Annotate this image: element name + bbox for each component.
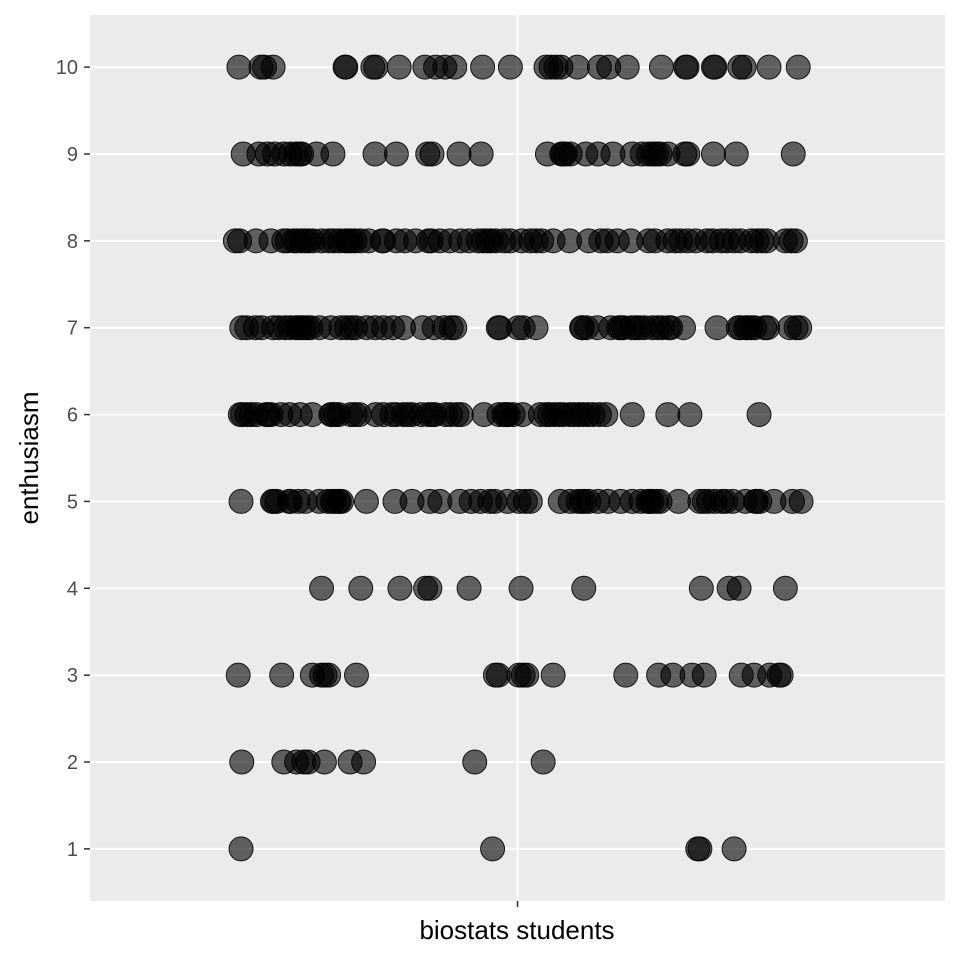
data-point [700, 141, 726, 167]
data-point [470, 54, 496, 80]
data-point [613, 662, 639, 688]
data-point [353, 488, 379, 514]
y-tick-label-8: 8 [67, 231, 78, 253]
data-point [721, 836, 747, 862]
y-axis-ticks: 1 2 3 4 5 6 7 8 9 10 [56, 57, 519, 907]
data-point [772, 575, 798, 601]
y-tick-label-2: 2 [67, 752, 78, 774]
data-point [383, 141, 409, 167]
data-point [228, 836, 254, 862]
data-point [780, 141, 806, 167]
data-point [446, 141, 472, 167]
y-tick-label-1: 1 [67, 839, 78, 861]
y-tick-label-5: 5 [67, 491, 78, 513]
data-point [311, 749, 337, 775]
data-point [671, 315, 697, 341]
data-point [517, 488, 543, 514]
data-point [530, 749, 556, 775]
data-point [448, 402, 474, 428]
data-point [785, 54, 811, 80]
data-point [462, 749, 488, 775]
data-point [755, 315, 781, 341]
data-point [320, 141, 346, 167]
data-point [508, 575, 534, 601]
data-point [756, 54, 782, 80]
data-point [225, 662, 251, 688]
data-point [702, 54, 728, 80]
data-point [362, 141, 388, 167]
data-point [614, 54, 640, 80]
y-tick-label-10: 10 [56, 57, 78, 79]
data-point [704, 315, 730, 341]
data-point [442, 54, 468, 80]
data-points [222, 54, 814, 862]
data-point [260, 54, 286, 80]
data-point [329, 488, 355, 514]
data-point [351, 749, 377, 775]
data-point [648, 54, 674, 80]
data-point [523, 315, 549, 341]
data-point [687, 836, 713, 862]
data-point [514, 662, 540, 688]
data-point [229, 749, 255, 775]
data-point [226, 54, 252, 80]
data-point [723, 141, 749, 167]
data-point [387, 575, 413, 601]
data-point [782, 228, 808, 254]
data-point [675, 141, 701, 167]
data-point [726, 575, 752, 601]
y-tick-label-7: 7 [67, 318, 78, 340]
data-point [564, 54, 590, 80]
data-point [386, 54, 412, 80]
data-point [768, 662, 794, 688]
data-point [363, 54, 389, 80]
data-point [309, 575, 335, 601]
data-point [316, 662, 342, 688]
data-point [343, 662, 369, 688]
data-point [468, 141, 494, 167]
y-axis-title: enthusiasm [14, 392, 44, 525]
y-tick-label-4: 4 [67, 578, 78, 600]
data-point [540, 662, 566, 688]
data-point [419, 141, 445, 167]
data-point [666, 488, 692, 514]
data-point [417, 575, 443, 601]
data-point [677, 402, 703, 428]
data-point [787, 315, 813, 341]
data-point [593, 402, 619, 428]
data-point [746, 402, 772, 428]
data-point [269, 662, 295, 688]
data-point [497, 54, 523, 80]
data-point [655, 402, 681, 428]
x-axis-title: biostats students [419, 915, 614, 945]
data-point [442, 315, 468, 341]
y-tick-label-9: 9 [67, 144, 78, 166]
y-tick-label-3: 3 [67, 665, 78, 687]
data-point [731, 54, 757, 80]
data-point [619, 402, 645, 428]
data-point [674, 54, 700, 80]
data-point [788, 488, 814, 514]
data-point [333, 54, 359, 80]
data-point [691, 662, 717, 688]
data-point [456, 575, 482, 601]
data-point [571, 575, 597, 601]
data-point [480, 836, 506, 862]
data-point [228, 488, 254, 514]
data-point [348, 575, 374, 601]
y-tick-label-6: 6 [67, 405, 78, 427]
data-point [688, 575, 714, 601]
